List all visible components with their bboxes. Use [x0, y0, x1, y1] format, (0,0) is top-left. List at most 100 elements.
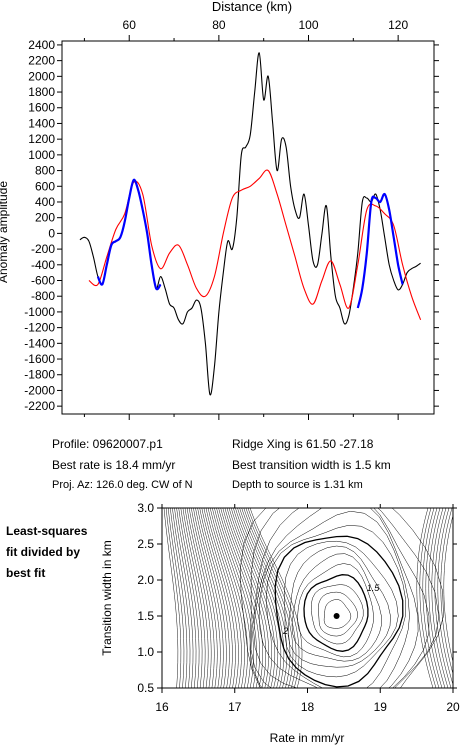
- contour-line: [180, 508, 203, 688]
- contour-line: [186, 508, 212, 688]
- y-tick-label: 1.5: [137, 609, 154, 623]
- y-tick-label: -1200: [24, 321, 55, 335]
- contour-line: [416, 508, 434, 688]
- contour-ring: [318, 591, 358, 637]
- contour-line: [228, 508, 272, 688]
- y-tick-label: 3.0: [137, 501, 154, 515]
- contour-line: [249, 508, 303, 688]
- contour-line: [239, 508, 288, 688]
- contour-line: [165, 508, 182, 688]
- contour-label: 1.5: [367, 583, 381, 593]
- contour-line: [220, 508, 260, 688]
- y-tick-label: -2000: [24, 383, 55, 397]
- x-tick-label: 16: [155, 700, 169, 714]
- contour-label: 2: [282, 626, 288, 636]
- contour-line: [422, 508, 440, 688]
- contour-ring: [266, 525, 406, 688]
- contour-line: [193, 508, 221, 688]
- contour-line: [237, 508, 284, 688]
- contour-line: [241, 508, 291, 688]
- y-tick-label: -1000: [24, 305, 55, 319]
- contour-lines: [163, 508, 453, 688]
- misfit-contour-chart: 16 17 18 19 20 0.5 1.0 1.5 2.0 2.5 3.0 1.5 2 Rate …: [100, 501, 460, 745]
- y-tick-label: 200: [35, 211, 55, 225]
- y-tick-label: 800: [35, 164, 55, 178]
- side-label-line: Least-squares: [6, 524, 88, 538]
- series-line-3: [356, 192, 404, 309]
- y-tick-label: 2.0: [137, 573, 154, 587]
- contour-ring: [284, 540, 399, 678]
- contour-ring: [323, 599, 352, 629]
- side-label-line: fit divided by: [6, 545, 81, 559]
- y-tick-label: 2000: [28, 69, 55, 83]
- ridge-xing-text: Ridge Xing is 61.50 -27.18: [232, 437, 374, 451]
- best-transition-text: Best transition width is 1.5 km: [232, 458, 391, 472]
- contour-line: [428, 508, 446, 688]
- contour-ring: [274, 535, 404, 688]
- x-axis-title: Distance (km): [212, 0, 292, 14]
- y-tick-label: 1800: [28, 85, 55, 99]
- x-tick-label: 60: [123, 18, 137, 32]
- contour-line: [224, 508, 266, 688]
- contour-line: [216, 508, 254, 688]
- contour-line: [243, 508, 294, 688]
- contour-line: [218, 508, 257, 688]
- contour-line: [230, 508, 275, 688]
- y-tick-label: 1600: [28, 101, 55, 115]
- contour-ring: [253, 508, 419, 688]
- y-tick-label: -2200: [24, 399, 55, 413]
- y-tick-label: -1400: [24, 336, 55, 350]
- contour-ring: [291, 553, 382, 662]
- y-axis-title: Anomaly amplitude: [0, 181, 10, 283]
- x-tick-label: 20: [446, 700, 460, 714]
- contour-line: [431, 508, 449, 688]
- contour-line: [222, 508, 263, 688]
- best-rate-text: Best rate is 18.4 mm/yr: [52, 458, 176, 472]
- contour-line: [425, 508, 443, 688]
- contour-line: [172, 508, 191, 688]
- proj-az-text: Proj. Az: 126.0 deg. CW of N: [52, 479, 193, 491]
- contour-line: [188, 508, 215, 688]
- y-tick-label: -200: [31, 242, 55, 256]
- contour-line: [201, 508, 233, 688]
- y-tick-label: -400: [31, 258, 55, 272]
- contour-line: [233, 508, 278, 688]
- y-tick-label: 1.0: [137, 645, 154, 659]
- contour-ring: [249, 508, 440, 688]
- y-tick-label: -1800: [24, 368, 55, 382]
- contour-line: [182, 508, 206, 688]
- contour-line: [212, 508, 248, 688]
- contour-line: [195, 508, 224, 688]
- y-tick-label: 400: [35, 195, 55, 209]
- contour-line: [167, 508, 185, 688]
- series-line-1: [88, 169, 422, 320]
- y-tick-label: 0: [48, 226, 55, 240]
- side-label-line: best fit: [6, 566, 46, 580]
- contour-line: [419, 508, 437, 688]
- x-tick-label: 19: [374, 700, 388, 714]
- contour-line: [440, 508, 453, 675]
- series-line-2: [96, 178, 162, 291]
- contour-line: [443, 514, 453, 663]
- contour-line: [209, 508, 245, 688]
- contour-line: [178, 508, 200, 688]
- contour-line: [163, 508, 179, 688]
- contour-ring: [287, 545, 391, 668]
- contour-ring: [258, 510, 410, 688]
- y-tick-label: 600: [35, 179, 55, 193]
- y-tick-label: 2400: [28, 38, 55, 52]
- contour-line: [184, 508, 209, 688]
- contour-line: [170, 508, 188, 688]
- x-tick-label: 120: [388, 18, 408, 32]
- contour-ring: [250, 508, 430, 688]
- contour-line: [174, 508, 194, 688]
- x-tick-label: 100: [298, 18, 318, 32]
- x-tick-label: 18: [301, 700, 315, 714]
- y-tick-label: 1200: [28, 132, 55, 146]
- x-axis-title-bottom: Rate in mm/yr: [270, 731, 345, 745]
- x-tick-label: 80: [212, 18, 226, 32]
- y-tick-label: 1400: [28, 116, 55, 130]
- y-tick-label: 0.5: [137, 681, 154, 695]
- contour-ring: [303, 574, 369, 652]
